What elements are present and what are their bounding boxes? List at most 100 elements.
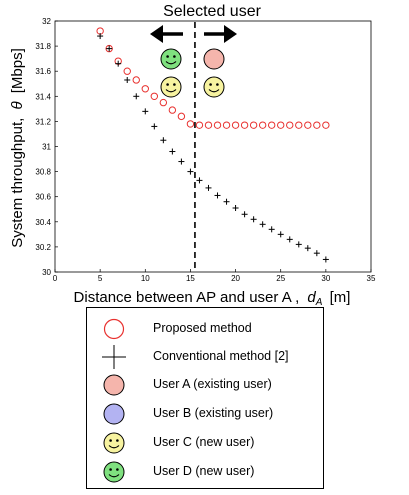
x-tick-label: 35 xyxy=(367,274,376,283)
conventional-point xyxy=(196,177,203,184)
x-tick-label: 10 xyxy=(141,274,150,283)
proposed-point xyxy=(286,121,294,129)
proposed-point xyxy=(150,92,159,101)
user-c-smiley-icon xyxy=(203,76,225,98)
y-tick-label: 31.8 xyxy=(35,42,51,51)
legend-item: User C (new user) xyxy=(87,430,323,456)
proposed-point xyxy=(249,121,258,129)
legend-item: User D (new user) xyxy=(87,459,323,485)
legend-item: Proposed method xyxy=(87,316,323,342)
y-tick-label: 30.4 xyxy=(35,218,51,227)
proposed-point xyxy=(159,98,168,107)
y-axis-symbol: θ xyxy=(9,101,26,109)
conventional-point xyxy=(160,137,167,144)
proposed-point xyxy=(123,67,131,75)
conventional-point xyxy=(115,60,122,67)
proposed-point xyxy=(186,120,195,128)
proposed-point xyxy=(231,121,240,129)
plus-icon xyxy=(102,345,126,369)
x-axis-subscript: A xyxy=(315,297,323,308)
proposed-point xyxy=(277,121,285,129)
conventional-point xyxy=(178,158,185,165)
proposed-point xyxy=(213,121,222,129)
y-tick-label: 32 xyxy=(42,17,51,26)
y-tick-label: 30.6 xyxy=(35,193,51,202)
conventional-point xyxy=(295,241,302,248)
conventional-point xyxy=(232,204,239,211)
filled-circle-icon xyxy=(103,374,125,396)
conventional-point xyxy=(187,168,194,175)
y-tick-label: 31.4 xyxy=(35,92,51,101)
conventional-point xyxy=(313,250,320,257)
y-tick-label: 30 xyxy=(42,268,51,277)
x-axis-label: Distance between AP and user A , dA [m] xyxy=(74,289,351,309)
legend-label: User C (new user) xyxy=(153,435,255,449)
proposed-point xyxy=(240,121,249,129)
user-d-smiley-icon xyxy=(160,48,182,70)
proposed-point xyxy=(313,121,321,129)
proposed-point xyxy=(322,121,330,129)
x-axis-label-text: Distance between AP and user A , xyxy=(74,289,300,306)
conventional-point xyxy=(268,226,275,233)
x-tick-label: 30 xyxy=(321,274,330,283)
y-axis-unit: [Mbps] xyxy=(9,48,26,93)
conventional-point xyxy=(286,236,293,243)
proposed-point xyxy=(105,44,113,53)
smiley-icon xyxy=(103,461,125,483)
y-tick-label: 31.2 xyxy=(35,117,51,126)
legend-box: Proposed method Conventional method [2] Us… xyxy=(86,307,324,489)
y-axis-label-text: System throughput, xyxy=(9,118,26,248)
conventional-point xyxy=(259,221,266,228)
user-a-circle-icon xyxy=(203,48,225,70)
x-tick-label: 0 xyxy=(53,274,58,283)
conventional-point xyxy=(241,211,248,218)
x-axis-unit: [m] xyxy=(330,289,351,306)
user-c-smiley-icon xyxy=(160,76,182,98)
proposed-point xyxy=(168,106,177,114)
conventional-point xyxy=(151,123,158,130)
proposed-point xyxy=(195,121,204,129)
conventional-point xyxy=(277,231,284,238)
smiley-icon xyxy=(103,432,125,454)
y-tick-label: 31 xyxy=(42,143,51,152)
proposed-point xyxy=(295,121,303,129)
conventional-point xyxy=(322,256,329,263)
conventional-point xyxy=(133,93,140,100)
x-tick-label: 25 xyxy=(276,274,285,283)
proposed-point xyxy=(141,85,149,93)
conventional-point xyxy=(124,76,131,83)
conventional-point xyxy=(169,148,176,155)
conventional-point xyxy=(97,33,104,40)
left-arrow-icon xyxy=(150,25,183,43)
x-axis-symbol: d xyxy=(307,289,316,306)
proposed-point xyxy=(132,76,140,84)
legend-label: User D (new user) xyxy=(153,464,255,478)
proposed-point xyxy=(204,121,213,129)
conventional-point xyxy=(304,245,311,252)
chart-title: Selected user xyxy=(163,3,262,20)
conventional-point xyxy=(223,198,230,205)
y-tick-label: 31.6 xyxy=(35,67,51,76)
proposed-point xyxy=(304,121,312,129)
right-arrow-icon xyxy=(204,25,237,43)
conventional-point xyxy=(142,108,149,115)
legend-label: User A (existing user) xyxy=(153,377,272,391)
legend-label: User B (existing user) xyxy=(153,406,274,420)
legend-item: User A (existing user) xyxy=(87,372,323,398)
proposed-point xyxy=(222,121,231,129)
y-axis-label: System throughput, θ [Mbps] xyxy=(9,48,26,248)
x-tick-label: 20 xyxy=(231,274,240,283)
x-tick-label: 15 xyxy=(186,274,195,283)
axis-ticks: 0 5 10 15 20 25 30 35 30 30.2 30.4 30.6 30.8 31 31.2 31… xyxy=(35,17,376,283)
proposed-point xyxy=(267,121,276,129)
proposed-point xyxy=(258,121,267,129)
proposed-point xyxy=(177,112,186,121)
legend-item: Conventional method [2] xyxy=(87,344,323,370)
open-circle-icon xyxy=(103,318,125,340)
legend-label: Proposed method xyxy=(153,321,252,335)
conventional-point xyxy=(205,184,212,191)
conventional-point xyxy=(106,45,113,52)
x-tick-label: 5 xyxy=(98,274,103,283)
filled-circle-icon xyxy=(103,403,125,425)
